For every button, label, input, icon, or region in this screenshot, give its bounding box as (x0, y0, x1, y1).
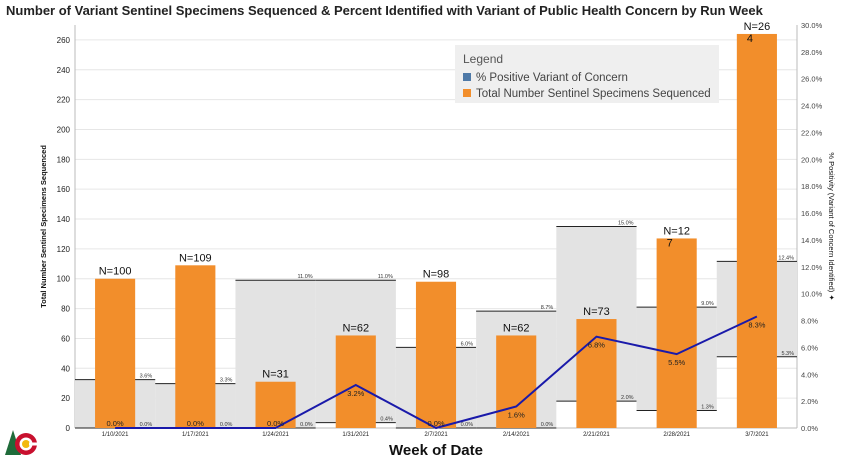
x-tick-label: 1/17/2021 (182, 432, 209, 438)
ci-lower-label: 0.0% (541, 422, 554, 428)
legend-swatch (463, 73, 471, 81)
y2-tick-label: 0.0% (801, 424, 818, 433)
bar-n-label: N=12 (663, 225, 690, 237)
line-data-label: 8.3% (748, 321, 765, 330)
bar-n-label: N=62 (342, 322, 369, 334)
line-data-label: 0.0% (107, 419, 124, 428)
bar-n-label: N=73 (583, 306, 610, 318)
bar-n-label: N=100 (99, 266, 132, 278)
x-tick-label: 2/7/2021 (424, 432, 448, 438)
ci-lower-label: 5.3% (781, 351, 794, 357)
ci-lower-label: 0.0% (140, 422, 153, 428)
y2-tick-label: 12.0% (801, 263, 823, 272)
ci-upper-label: 3.6% (140, 374, 153, 380)
y2-tick-label: 26.0% (801, 75, 823, 84)
bar (736, 33, 777, 428)
x-tick-label: 1/24/2021 (262, 432, 289, 438)
bar (496, 335, 537, 428)
bar-n-label: 4 (747, 33, 753, 45)
y2-tick-label: 30.0% (801, 21, 823, 30)
bar (415, 281, 457, 428)
legend-item-label: % Positive Variant of Concern (476, 72, 628, 84)
ci-upper-label: 9.0% (701, 301, 714, 307)
bar (95, 278, 136, 428)
ci-upper-label: 11.0% (378, 274, 393, 280)
ci-lower-label: 0.0% (461, 422, 474, 428)
ci-lower-label: 1.3% (701, 405, 714, 411)
y2-tick-label: 20.0% (801, 155, 823, 164)
y2-tick-label: 8.0% (801, 317, 818, 326)
y-tick-label: 100 (57, 275, 71, 284)
y-tick-label: 200 (57, 125, 71, 134)
legend-box (455, 45, 719, 103)
ci-upper-label: 8.7% (541, 305, 554, 311)
bar-n-label: N=109 (179, 252, 212, 264)
y-tick-label: 140 (57, 215, 71, 224)
line-data-label: 5.5% (668, 358, 685, 367)
line-data-label: 0.0% (427, 419, 444, 428)
y2-tick-label: 4.0% (801, 370, 818, 379)
y-tick-label: 180 (57, 155, 71, 164)
bar-n-label: N=62 (503, 322, 530, 334)
y-tick-label: 80 (61, 305, 70, 314)
y-tick-label: 0 (66, 424, 71, 433)
ci-lower-label: 0.0% (220, 422, 233, 428)
legend-title: Legend (463, 52, 503, 66)
y-tick-label: 220 (57, 96, 71, 105)
bar (576, 319, 617, 428)
y-tick-label: 160 (57, 185, 71, 194)
y-axis-title: Total Number Sentinel Specimens Sequence… (39, 145, 48, 308)
y2-tick-label: 18.0% (801, 182, 823, 191)
x-tick-label: 2/21/2021 (583, 432, 610, 438)
ci-lower-label: 0.0% (300, 422, 313, 428)
y-tick-label: 120 (57, 245, 71, 254)
y2-tick-label: 6.0% (801, 343, 818, 352)
y-tick-label: 60 (61, 334, 70, 343)
bar (175, 265, 216, 428)
line-data-label: 3.2% (347, 389, 364, 398)
ci-upper-label: 12.4% (778, 255, 794, 261)
legend-item-label: Total Number Sentinel Specimens Sequence… (476, 88, 711, 100)
bar (335, 335, 376, 428)
bar-n-label: N=98 (423, 269, 450, 281)
y-tick-label: 20 (61, 394, 70, 403)
ci-upper-label: 15.0% (618, 221, 634, 227)
ci-lower-label: 0.4% (380, 417, 393, 423)
y-tick-label: 40 (61, 364, 70, 373)
line-data-label: 6.8% (588, 341, 605, 350)
ci-upper-label: 11.0% (297, 274, 312, 280)
x-axis-title: Week of Date (389, 442, 483, 459)
y2-tick-label: 24.0% (801, 102, 823, 111)
ci-lower-label: 2.0% (621, 395, 634, 401)
x-tick-label: 3/7/2021 (745, 432, 769, 438)
y2-axis-title: % Positivity (Variant of Concern Identif… (827, 152, 836, 301)
x-tick-label: 1/10/2021 (102, 432, 129, 438)
line-data-label: 1.6% (508, 411, 525, 420)
ci-upper-label: 3.3% (220, 378, 233, 384)
y2-tick-label: 10.0% (801, 290, 823, 299)
bar-n-label: N=31 (262, 369, 289, 381)
line-data-label: 0.0% (187, 419, 204, 428)
colorado-logo (5, 430, 38, 455)
line-data-label: 0.0% (267, 419, 284, 428)
y2-tick-label: 14.0% (801, 236, 823, 245)
bar (656, 238, 697, 428)
bar-n-label: N=26 (744, 21, 771, 33)
y2-tick-label: 22.0% (801, 128, 823, 137)
bar-n-label: 7 (667, 237, 673, 249)
line-series-percent-positive (115, 315, 758, 430)
ci-upper-label: 6.0% (461, 341, 474, 347)
y2-tick-label: 28.0% (801, 48, 823, 57)
y2-tick-label: 2.0% (801, 397, 818, 406)
x-tick-label: 2/28/2021 (663, 432, 690, 438)
legend-swatch (463, 89, 471, 97)
y2-tick-label: 16.0% (801, 209, 823, 218)
x-tick-label: 1/31/2021 (342, 432, 369, 438)
y-tick-label: 240 (57, 66, 71, 75)
chart-title: Number of Variant Sentinel Specimens Seq… (6, 3, 763, 18)
y-tick-label: 260 (57, 36, 71, 45)
x-tick-label: 2/14/2021 (503, 432, 530, 438)
